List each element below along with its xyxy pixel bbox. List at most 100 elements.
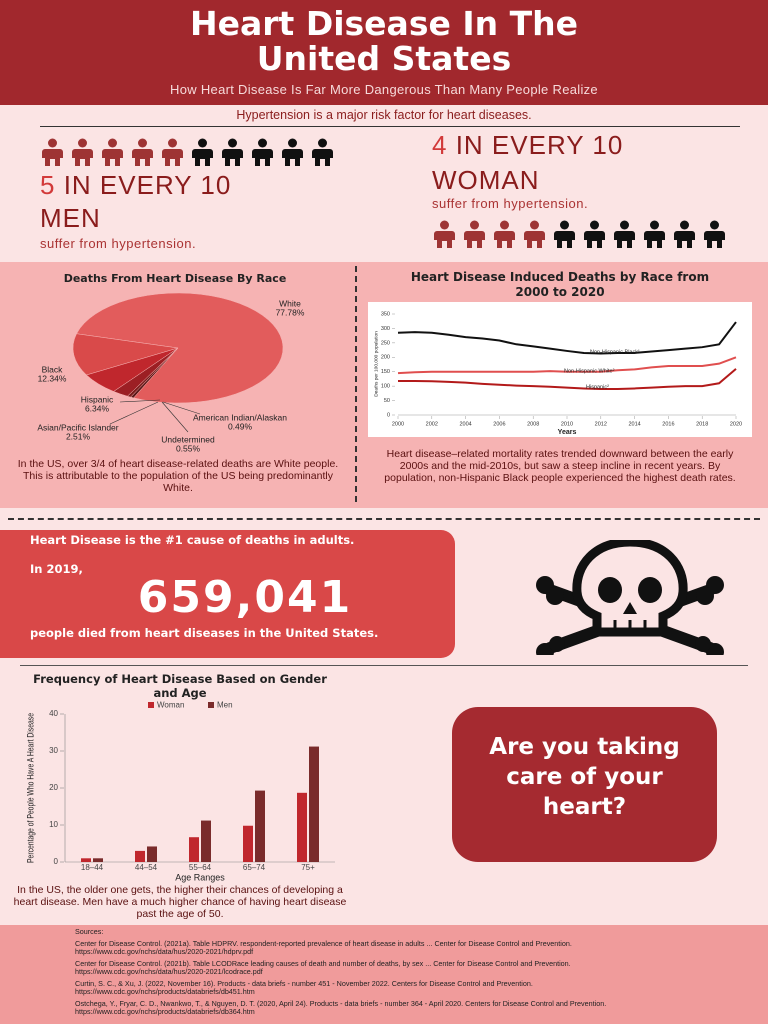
person-icon bbox=[494, 220, 515, 248]
callout-text: Are you taking care of your heart? bbox=[489, 734, 680, 820]
x-tick-label: 65–74 bbox=[243, 863, 266, 872]
y-tick-label: 40 bbox=[49, 709, 58, 718]
leader-line bbox=[109, 401, 159, 425]
person-head bbox=[108, 138, 117, 148]
bar bbox=[297, 792, 307, 862]
person-head bbox=[318, 138, 327, 148]
person-icon bbox=[704, 220, 725, 248]
x-tick-label: 18–44 bbox=[81, 863, 104, 872]
women-note: suffer from hypertension. bbox=[432, 196, 589, 211]
men-ratio-text: IN EVERY 10 bbox=[63, 170, 232, 200]
bar bbox=[93, 858, 103, 862]
person-icon bbox=[644, 220, 665, 248]
bar bbox=[243, 825, 253, 862]
men-ratio: 5 IN EVERY 10 bbox=[40, 170, 231, 201]
source-text: Ostchega, Y., Fryar, C. D., Nwankwo, T.,… bbox=[75, 999, 607, 1008]
person-head bbox=[530, 220, 539, 230]
x-tick-label: 2016 bbox=[662, 421, 674, 427]
person-head bbox=[198, 138, 207, 148]
x-tick-label: 2002 bbox=[426, 421, 438, 427]
source-url: https://www.cdc.gov/nchs/data/hus/2020-2… bbox=[75, 967, 263, 976]
source-entry: Ostchega, Y., Fryar, C. D., Nwankwo, T.,… bbox=[75, 1000, 695, 1016]
source-text: Center for Disease Control. (2021b). Tab… bbox=[75, 959, 571, 968]
bar bbox=[255, 790, 265, 862]
person-icon bbox=[102, 138, 123, 166]
legend-label: Men bbox=[217, 701, 233, 710]
y-tick-label: 150 bbox=[381, 369, 390, 375]
x-tick-label: 75+ bbox=[301, 863, 315, 872]
leader-line bbox=[119, 399, 161, 403]
x-tick-label: 2004 bbox=[459, 421, 471, 427]
y-axis-label: Percentage of People Who Have A Heart Di… bbox=[25, 713, 35, 863]
person-body bbox=[102, 149, 123, 166]
pie-label: American Indian/Alaskan bbox=[193, 412, 287, 422]
pie-label: Undetermined bbox=[161, 434, 215, 444]
person-body bbox=[614, 231, 635, 248]
x-tick-label: 2010 bbox=[561, 421, 573, 427]
leader-line bbox=[162, 401, 201, 415]
person-icon bbox=[464, 220, 485, 248]
men-icons bbox=[40, 138, 335, 166]
person-head bbox=[48, 138, 57, 148]
person-head bbox=[680, 220, 689, 230]
line-chart: 0 50 100 150 200 250 300 350 2000 2002 2004 2006 200… bbox=[368, 302, 752, 437]
header-band bbox=[0, 0, 768, 105]
person-icon bbox=[42, 138, 63, 166]
pie-value-label: 0.55% bbox=[176, 443, 201, 453]
bar bbox=[147, 846, 157, 862]
pie-value-label: 2.51% bbox=[66, 431, 91, 441]
pie-value-label: 6.34% bbox=[85, 403, 110, 413]
person-body bbox=[704, 231, 725, 248]
person-body bbox=[524, 231, 545, 248]
person-head bbox=[650, 220, 659, 230]
source-url: https://www.cdc.gov/nchs/data/hus/2020-2… bbox=[75, 947, 254, 956]
men-note: suffer from hypertension. bbox=[40, 236, 197, 251]
person-head bbox=[620, 220, 629, 230]
person-body bbox=[42, 149, 63, 166]
line-series bbox=[397, 356, 737, 375]
pie-value-label: 12.34% bbox=[38, 373, 67, 383]
pie-label: White bbox=[279, 298, 301, 308]
sources-band bbox=[0, 925, 768, 1024]
x-axis-label: Years bbox=[558, 429, 577, 436]
line-series bbox=[397, 321, 737, 355]
pie-label: Black bbox=[42, 364, 64, 374]
source-entry: Center for Disease Control. (2021a). Tab… bbox=[75, 940, 695, 956]
x-axis-label: Age Ranges bbox=[175, 872, 225, 882]
person-body bbox=[644, 231, 665, 248]
person-body bbox=[312, 149, 333, 166]
person-body bbox=[222, 149, 243, 166]
bar bbox=[201, 820, 211, 862]
stat-number: 659,041 bbox=[137, 572, 353, 623]
bar-chart: 0 10 20 30 40 Percentage of People Who Have A… bbox=[25, 701, 335, 882]
bar-caption: In the US, the older one gets, the highe… bbox=[13, 884, 347, 920]
person-icon bbox=[192, 138, 213, 166]
person-body bbox=[192, 149, 213, 166]
person-body bbox=[252, 149, 273, 166]
series-label: Non-Hispanic White² bbox=[564, 368, 615, 374]
x-tick-label: 2018 bbox=[696, 421, 708, 427]
divider bbox=[40, 126, 740, 127]
source-text: Center for Disease Control. (2021a). Tab… bbox=[75, 939, 572, 948]
sources-heading: Sources: bbox=[75, 927, 104, 936]
y-tick-label: 100 bbox=[381, 384, 390, 390]
x-tick-label: 44–54 bbox=[135, 863, 158, 872]
pie-value-label: 0.49% bbox=[228, 421, 253, 431]
person-head bbox=[470, 220, 479, 230]
legend-swatch bbox=[148, 702, 154, 708]
person-icon bbox=[584, 220, 605, 248]
y-tick-label: 200 bbox=[381, 355, 390, 361]
legend-swatch bbox=[208, 702, 214, 708]
pie-slice bbox=[72, 333, 179, 376]
y-tick-label: 350 bbox=[381, 311, 390, 317]
pie-label: Asian/Pacific Islander bbox=[37, 422, 118, 432]
person-body bbox=[464, 231, 485, 248]
y-tick-label: 300 bbox=[381, 326, 390, 332]
person-body bbox=[72, 149, 93, 166]
person-head bbox=[440, 220, 449, 230]
x-tick-label: 2012 bbox=[595, 421, 607, 427]
divider bbox=[8, 518, 760, 520]
y-tick-label: 250 bbox=[381, 340, 390, 346]
